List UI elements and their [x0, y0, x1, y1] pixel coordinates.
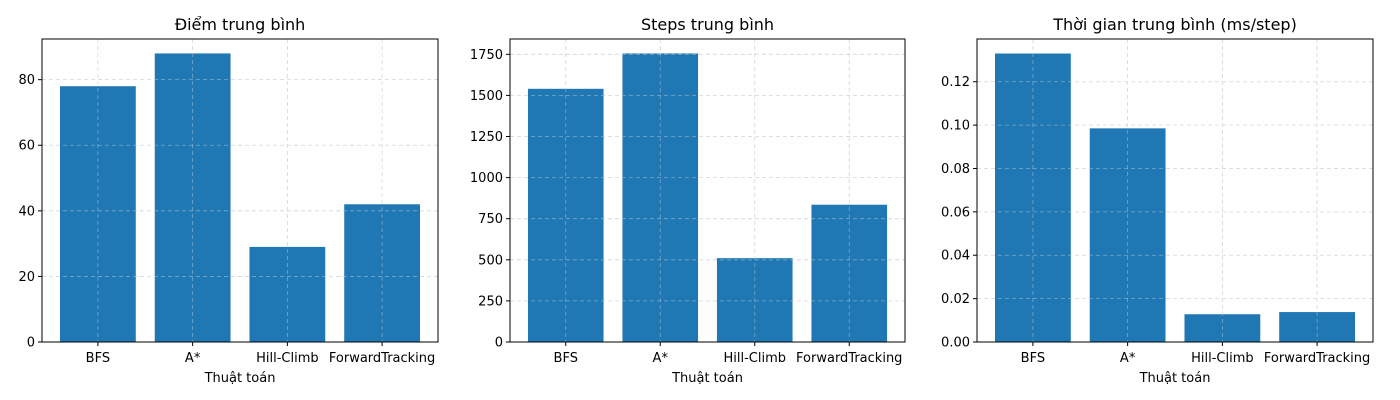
y-tick-label: 500	[478, 253, 503, 268]
y-tick-label: 0.02	[941, 292, 970, 307]
x-axis-label: Thuật toán	[1139, 371, 1211, 386]
y-tick-label: 0.06	[941, 205, 970, 220]
x-tick-label: A*	[185, 351, 201, 366]
chart-title: Steps trung bình	[641, 15, 774, 34]
y-tick-label: 1750	[470, 48, 503, 63]
plot-frame	[509, 38, 906, 343]
y-tick-label: 0.12	[941, 75, 970, 90]
chart-panel-3: 0.00 0.02 0.04 0.06 0.08 0.10 0.12 BFS A* Hill-Cl…	[941, 15, 1374, 386]
x-tick-label: BFS	[1021, 351, 1045, 366]
x-tick-label: Hill-Climb	[256, 351, 319, 366]
x-tick-label: ForwardTracking	[796, 351, 902, 366]
y-tick-label: 60	[18, 139, 35, 154]
x-tick-label: BFS	[86, 351, 110, 366]
x-tick-label: Hill-Climb	[723, 351, 786, 366]
y-tick-label: 0	[495, 336, 503, 351]
y-tick-label: 750	[478, 212, 503, 227]
chart-panel-2: 0 250 500 750 1000 1250 1500 1750 BFS A* Hill-Clim…	[470, 15, 906, 386]
x-tick-label: BFS	[554, 351, 578, 366]
x-tick-label: Hill-Climb	[1191, 351, 1254, 366]
y-tick-label: 0.10	[941, 119, 970, 134]
y-tick-label: 1000	[470, 171, 503, 186]
chart-title: Thời gian trung bình (ms/step)	[1052, 15, 1297, 34]
x-axis-label: Thuật toán	[671, 371, 743, 386]
x-axis-label: Thuật toán	[204, 371, 276, 386]
x-tick-label: ForwardTracking	[329, 351, 435, 366]
plot-frame	[976, 38, 1374, 343]
y-tick-label: 0.04	[941, 249, 970, 264]
y-tick-label: 0	[27, 336, 35, 351]
x-tick-label: A*	[653, 351, 669, 366]
y-tick-label: 0.08	[941, 162, 970, 177]
y-tick-label: 1500	[470, 89, 503, 104]
y-tick-label: 40	[18, 204, 35, 219]
chart-title: Điểm trung bình	[175, 15, 306, 34]
y-tick-label: 20	[18, 270, 35, 285]
plot-frame	[41, 38, 439, 343]
y-tick-label: 1250	[470, 130, 503, 145]
y-tick-label: 80	[18, 73, 35, 88]
x-tick-label: A*	[1120, 351, 1136, 366]
y-tick-label: 0.00	[941, 336, 970, 351]
x-tick-label: ForwardTracking	[1264, 351, 1370, 366]
chart-panel-1: 0 20 40 60 80 BFS A* Hill-Climb ForwardTracking Đ…	[18, 15, 439, 386]
y-tick-label: 250	[478, 294, 503, 309]
